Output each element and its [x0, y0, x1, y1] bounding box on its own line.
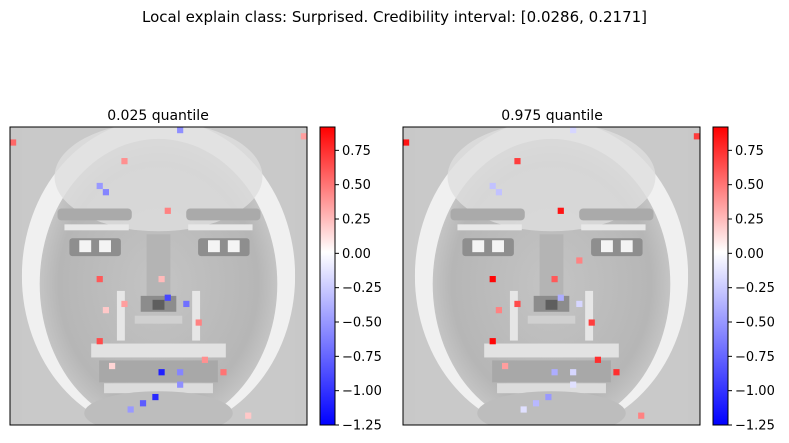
- attribution-pixel: [121, 300, 128, 308]
- attribution-pixel: [403, 139, 410, 146]
- attribution-pixel: [109, 362, 116, 370]
- panel-title-lower: 0.025 quantile: [107, 108, 209, 124]
- attribution-pixels-upper: [403, 127, 700, 419]
- attribution-pixel: [245, 412, 252, 419]
- colorbar-tick-label: −1.25: [342, 419, 382, 434]
- attribution-pixel: [693, 133, 700, 140]
- colorbar-tick-label: 0.25: [735, 213, 764, 228]
- colorbar-gradient-lower: [319, 126, 336, 426]
- attribution-pixel: [121, 158, 128, 165]
- attribution-pixel: [195, 319, 202, 326]
- attribution-pixel: [489, 338, 496, 345]
- attribution-pixel: [158, 369, 165, 376]
- attribution-pixel: [102, 189, 109, 196]
- attribution-pixel: [570, 381, 577, 388]
- attribution-pixel: [10, 139, 17, 146]
- colorbar-tick-label: −0.75: [342, 350, 382, 365]
- image-frame-upper: [402, 126, 701, 426]
- attribution-pixel: [514, 158, 521, 165]
- attribution-pixel: [96, 338, 103, 345]
- colorbar-lower: 0.75 0.50 0.25 0.00 −0.25 −0.50 −0.75 −1.00 −1.2…: [319, 126, 382, 434]
- face-image-upper: [403, 127, 700, 425]
- attribution-pixel: [183, 300, 190, 308]
- attribution-pixel: [489, 182, 496, 190]
- image-frame-lower: [9, 126, 308, 426]
- attribution-pixel: [96, 276, 103, 283]
- attribution-pixel: [557, 207, 564, 214]
- colorbar-tick-label: −1.00: [735, 384, 775, 399]
- attribution-pixel: [201, 356, 208, 363]
- attribution-pixel: [139, 400, 147, 407]
- attribution-pixel: [102, 307, 109, 314]
- attribution-pixel: [152, 393, 159, 401]
- panel-title-upper: 0.975 quantile: [501, 108, 603, 124]
- attribution-pixel: [594, 356, 601, 363]
- colorbar-tick-label: −0.75: [735, 350, 775, 365]
- attribution-pixel: [300, 133, 307, 140]
- colorbar-tick-label: −0.25: [342, 281, 382, 296]
- colorbar-tick-label: −1.25: [735, 419, 775, 434]
- attribution-pixel: [545, 393, 552, 401]
- colorbar-tick-label: −1.00: [342, 384, 382, 399]
- attribution-pixel: [557, 294, 564, 301]
- attribution-pixel: [177, 369, 184, 376]
- attribution-pixel: [613, 369, 620, 376]
- attribution-pixel: [514, 300, 521, 308]
- attribution-pixel: [576, 257, 583, 264]
- colorbar-tick-label: 0.00: [342, 247, 371, 262]
- attribution-pixel: [164, 294, 171, 301]
- attribution-pixel: [164, 207, 171, 214]
- colorbar-tick-label: −0.50: [735, 316, 775, 331]
- face-image-lower: [10, 127, 307, 425]
- colorbar-tick-label: 0.75: [735, 144, 764, 159]
- attribution-pixel: [495, 189, 502, 196]
- attribution-pixel: [177, 381, 184, 388]
- attribution-pixel: [638, 412, 645, 419]
- attribution-pixel: [495, 307, 502, 314]
- panel-upper-quantile: 0.975 quantile 0.75 0.50 0.25 0.00 −0.25 −0.5…: [402, 108, 775, 434]
- attribution-pixels-lower: [10, 127, 307, 419]
- attribution-pixel: [127, 406, 134, 413]
- attribution-pixel: [551, 369, 558, 376]
- colorbar-upper: 0.75 0.50 0.25 0.00 −0.25 −0.50 −0.75 −1.00 −1.2…: [712, 126, 775, 434]
- attribution-pixel: [502, 362, 509, 370]
- attribution-pixel: [570, 369, 577, 376]
- colorbar-tick-label: 0.00: [735, 247, 764, 262]
- attribution-pixel: [220, 369, 227, 376]
- colorbar-tick-label: 0.50: [735, 178, 764, 193]
- attribution-pixel: [489, 276, 496, 283]
- colorbar-tick-label: 0.50: [342, 178, 371, 193]
- attribution-pixel: [177, 127, 184, 134]
- attribution-pixel: [96, 182, 103, 190]
- figure-suptitle: Local explain class: Surprised. Credibil…: [142, 8, 647, 26]
- panel-lower-quantile: 0.025 quantile 0.75 0.50 0.25 0.00 −0.25 −0.5…: [9, 108, 382, 434]
- attribution-pixel: [158, 276, 165, 283]
- colorbar-tick-label: −0.25: [735, 281, 775, 296]
- colorbar-tick-label: −0.50: [342, 316, 382, 331]
- attribution-pixel: [588, 319, 595, 326]
- attribution-pixel: [532, 400, 540, 407]
- colorbar-tick-label: 0.25: [342, 213, 371, 228]
- attribution-pixel: [551, 276, 558, 283]
- colorbar-tick-label: 0.75: [342, 144, 371, 159]
- attribution-pixel: [576, 300, 583, 308]
- attribution-pixel: [570, 127, 577, 134]
- attribution-pixel: [520, 406, 527, 413]
- colorbar-gradient-upper: [712, 126, 729, 426]
